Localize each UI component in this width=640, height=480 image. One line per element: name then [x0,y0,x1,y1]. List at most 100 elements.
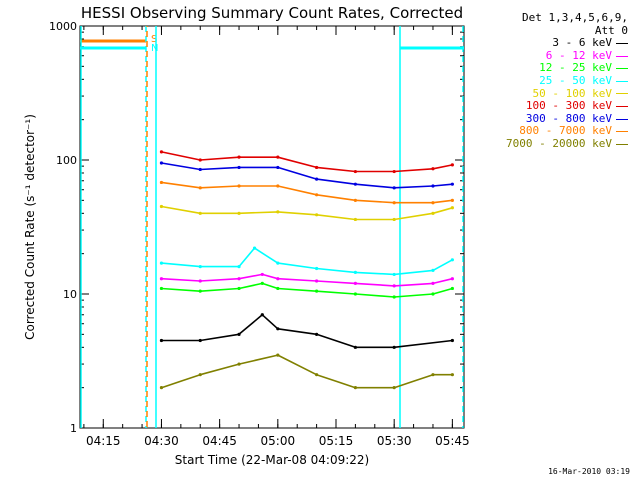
y-tick-label: 10 [63,288,77,301]
series-2 [159,281,454,299]
y-tick-label: 100 [56,154,77,167]
x-tick-label: 04:45 [202,434,237,448]
data-point [198,211,202,215]
data-point [315,177,319,181]
legend-swatch [616,143,628,145]
legend-swatch [616,80,628,82]
legend-swatch [616,55,628,57]
data-point [198,158,202,162]
data-point [260,281,264,285]
data-point [237,332,241,336]
data-point [353,217,357,222]
data-point [431,268,435,273]
series-line [161,273,453,287]
y-tick-label: 1 [70,422,77,435]
data-point [198,265,202,269]
data-point [450,163,454,167]
data-point [315,266,319,271]
legend-label: 12 - 25 keV [539,61,612,75]
data-point [198,167,202,172]
x-tick-label: 05:15 [319,434,354,448]
legend-entry: 25 - 50 keV [484,74,628,88]
series-3 [159,246,454,277]
data-point [315,165,319,170]
data-point [198,373,202,377]
legend-swatch [616,118,628,120]
data-point [431,281,435,285]
data-point [353,169,357,174]
data-point [198,338,202,343]
legend-entry: 100 - 300 keV [484,100,628,113]
data-point [198,279,202,283]
legend-swatch [616,68,628,70]
data-point [392,201,396,205]
series-5 [159,150,454,174]
chart-title: HESSI Observing Summary Count Rates, Cor… [81,4,463,22]
legend-entry: 300 - 800 keV [484,111,628,126]
data-point [159,161,164,165]
data-point [315,332,319,336]
legend-label: 100 - 300 keV [525,99,612,113]
data-point [260,272,264,277]
legend-label: 300 - 800 keV [525,111,612,125]
series-line [161,181,453,204]
legend-label: 6 - 12 keV [545,48,612,62]
data-point [450,258,454,262]
plot-frame [79,25,465,429]
x-axis-label: Start Time (22-Mar-08 04:09:22) [175,453,369,467]
data-point [276,184,280,188]
data-point [198,186,202,190]
data-point [450,182,454,186]
legend-header-line-2: Att 0 [594,23,628,37]
series-line [161,313,453,349]
data-point [315,289,319,293]
data-point [276,155,280,159]
series-0 [159,313,454,349]
y-axis-label: Corrected Count Rate (s⁻¹ detector⁻¹) [23,114,37,340]
data-point [450,198,454,202]
data-point [392,284,396,288]
legend-swatch [616,105,628,107]
data-point [353,281,357,285]
legend-label: 7000 - 20000 keV [506,136,612,150]
x-tick-label: 05:00 [261,434,296,448]
data-point [276,165,280,170]
data-point [159,261,164,265]
data-point [353,198,357,202]
legend-entry: 7000 - 20000 keV [484,136,628,151]
data-point [353,386,357,390]
data-point [237,184,241,188]
data-point [237,277,241,281]
data-point [276,277,280,281]
data-point [315,279,319,283]
annotation-s: S [151,34,157,45]
data-point [159,286,164,291]
series-6 [159,161,454,190]
data-point [237,265,241,269]
data-point [431,201,435,205]
data-point [431,167,435,171]
data-point [159,150,164,154]
data-point [431,292,435,296]
data-point [237,362,241,366]
data-point [392,169,396,174]
series-4 [159,204,454,222]
data-point [392,345,396,349]
series-1 [159,272,454,288]
series-line [161,354,453,389]
series-7 [159,180,454,205]
series-8 [159,353,454,390]
data-point [450,373,454,377]
data-point [431,373,435,377]
x-tick-label: 05:45 [435,434,470,448]
data-point [431,211,435,215]
legend-header-line-1: Det 1,3,4,5,6,9, [522,11,628,24]
legend-swatch [616,42,628,44]
data-point [392,295,396,299]
data-point [237,286,241,291]
legend-label: 3 - 6 keV [552,36,612,50]
data-point [252,246,257,250]
series-line [161,282,453,298]
footer-timestamp: 16-Mar-2010 03:19 [548,467,630,476]
